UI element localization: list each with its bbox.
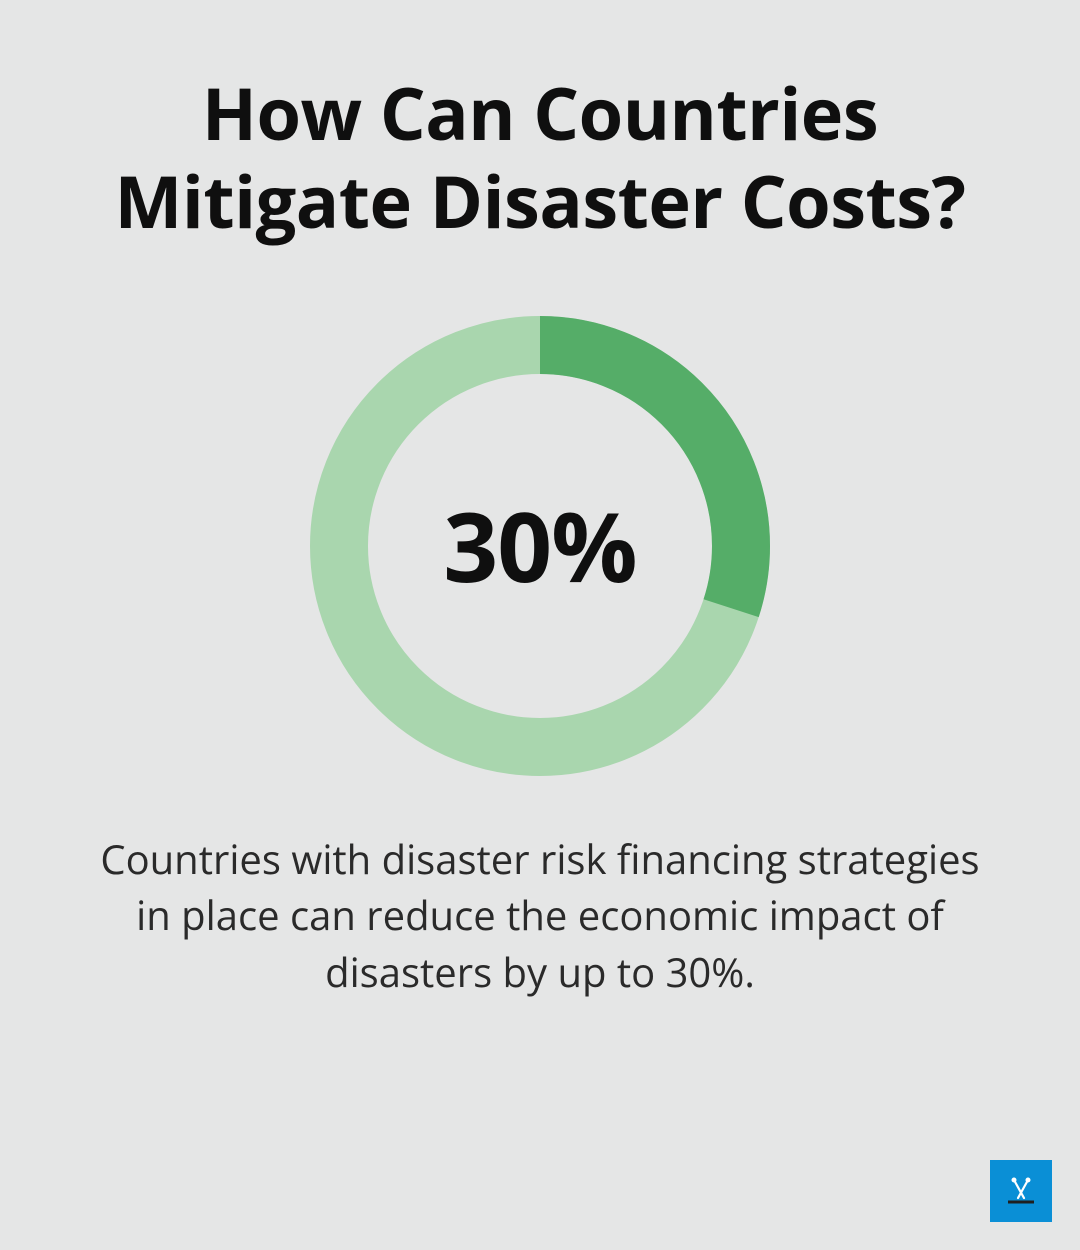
- page-title: How Can Countries Mitigate Disaster Cost…: [80, 70, 1000, 246]
- logo-icon: [1004, 1174, 1038, 1208]
- donut-chart: 30%: [310, 316, 770, 776]
- logo-badge: [990, 1160, 1052, 1222]
- donut-center-label: 30%: [443, 480, 636, 611]
- infographic-container: How Can Countries Mitigate Disaster Cost…: [0, 0, 1080, 1250]
- caption-text: Countries with disaster risk financing s…: [100, 831, 980, 1001]
